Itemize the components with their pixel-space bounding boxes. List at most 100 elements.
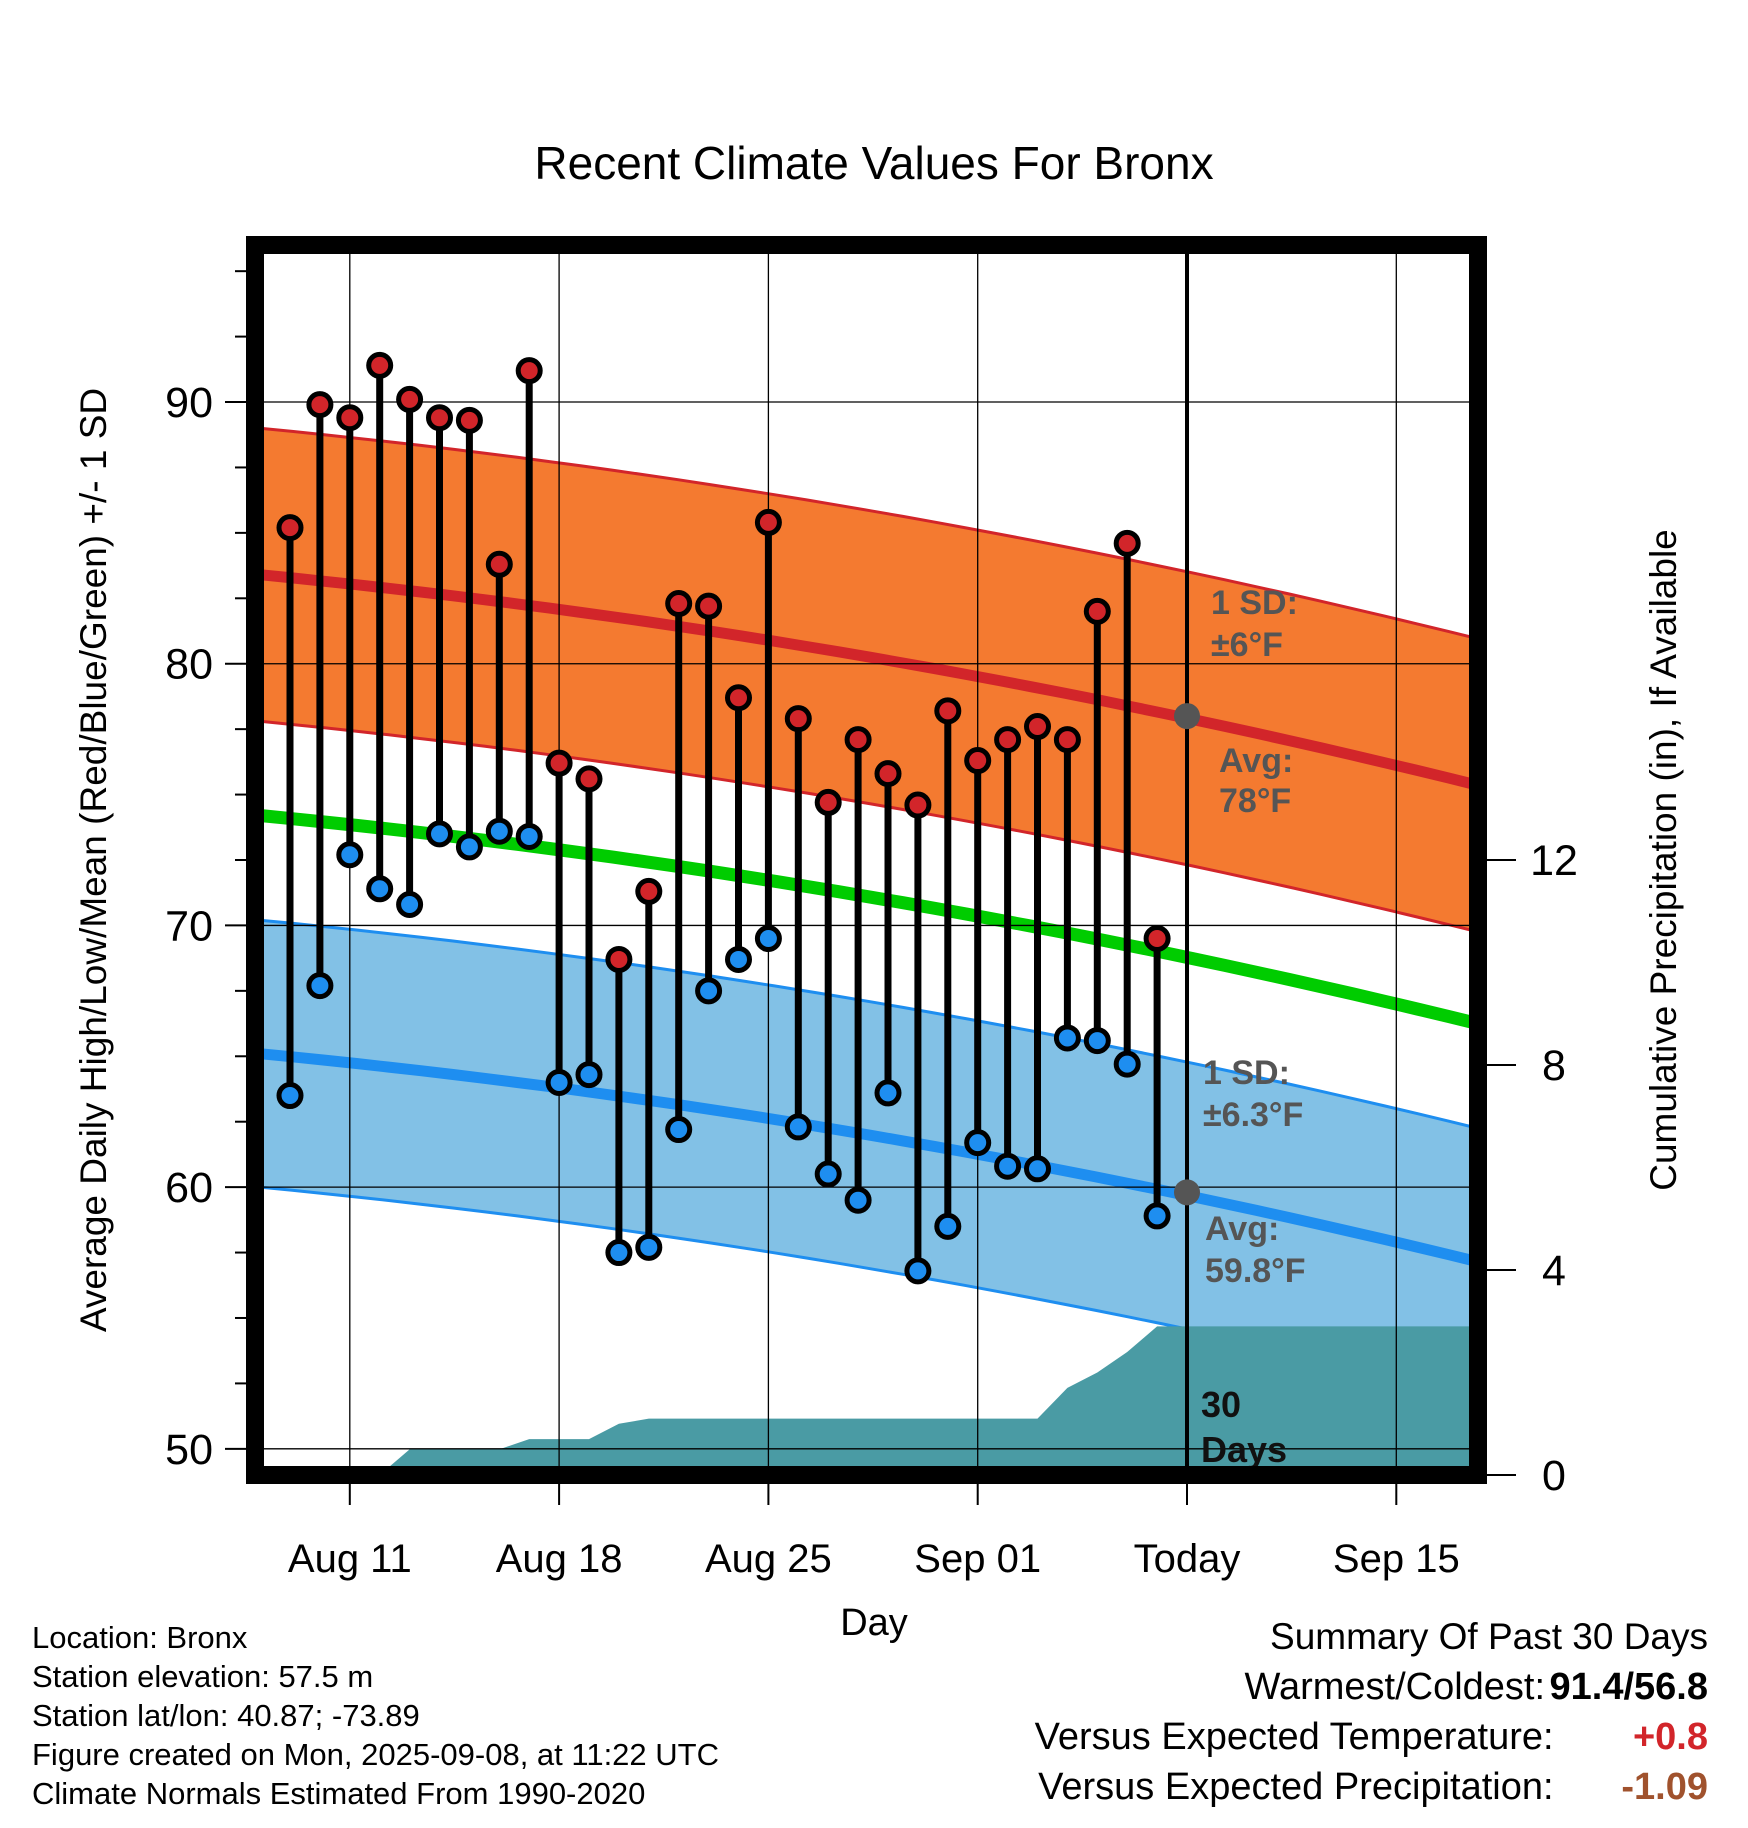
low-sd-label: 1 SD:	[1203, 1054, 1290, 1092]
daily-low-point	[426, 820, 453, 848]
daily-low-point	[366, 875, 394, 903]
daily-high-point	[1053, 726, 1081, 754]
y2-axis-label: Cumulative Precipitation (in), If Availa…	[1643, 529, 1684, 1191]
y-tick-label: 70	[165, 902, 213, 950]
latlon-text: Station lat/lon: 40.87; -73.89	[32, 1698, 420, 1733]
period-label-unit: Days	[1201, 1429, 1287, 1470]
daily-low-point	[754, 925, 782, 953]
daily-low-point	[635, 1233, 663, 1261]
cumulative-precip-area	[379, 1326, 1478, 1475]
daily-high-point	[485, 550, 513, 578]
daily-high-point	[306, 391, 334, 419]
daily-high-point	[874, 760, 902, 788]
daily-high-point	[695, 592, 723, 620]
low-avg-value: 59.8°F	[1205, 1252, 1306, 1290]
y2-tick-label: 4	[1542, 1247, 1566, 1295]
high-sd-label: 1 SD:	[1211, 584, 1298, 622]
daily-low-point	[904, 1257, 932, 1285]
daily-low-point	[306, 972, 334, 1000]
daily-high-point	[426, 404, 453, 432]
daily-low-point	[605, 1239, 633, 1267]
daily-high-point	[665, 590, 693, 618]
plot-frame	[246, 236, 1487, 1484]
daily-high-point	[1143, 925, 1171, 953]
temp-anomaly-label: Versus Expected Temperature:	[1034, 1716, 1554, 1758]
daily-high-point	[545, 749, 573, 777]
elevation-text: Station elevation: 57.5 m	[32, 1659, 374, 1694]
station-info: Location: Bronx Station elevation: 57.5 …	[32, 1618, 719, 1813]
daily-high-point	[515, 357, 543, 385]
x-tick-label: Aug 25	[705, 1537, 832, 1581]
normal-high-sd-band-upper-edge	[259, 426, 1478, 641]
normal-low-sd-band	[260, 920, 1478, 1396]
today-normal-high-marker	[1174, 703, 1200, 730]
normal-high-sd-band-lower-edge	[259, 719, 1478, 934]
daily-high-point	[605, 945, 633, 973]
daily-low-point	[844, 1186, 872, 1214]
location-text: Location: Bronx	[32, 1620, 248, 1655]
warm-cold-value: 91.4/56.8	[1549, 1666, 1708, 1708]
daily-high-point	[455, 406, 483, 434]
daily-low-point	[784, 1113, 812, 1141]
period-label-count: 30	[1201, 1384, 1241, 1425]
daily-low-point	[1083, 1027, 1111, 1055]
y-tick-label: 90	[165, 379, 213, 427]
y-tick-label: 50	[165, 1426, 213, 1474]
precip-anomaly-value: -1.09	[1621, 1766, 1708, 1808]
today-normal-low-marker	[1174, 1179, 1200, 1206]
daily-low-point	[934, 1212, 962, 1240]
chart-title: Recent Climate Values For Bronx	[534, 137, 1213, 189]
daily-high-point	[1024, 713, 1051, 741]
normal-low-line	[259, 1048, 1478, 1268]
created-text: Figure created on Mon, 2025-09-08, at 11…	[32, 1737, 719, 1772]
daily-low-point	[515, 822, 543, 850]
daily-low-point	[276, 1082, 304, 1110]
daily-low-point	[396, 890, 424, 918]
normal-high-line	[259, 569, 1478, 791]
high-avg-label: Avg:	[1219, 742, 1293, 780]
x-tick-label: Sep 15	[1333, 1537, 1460, 1581]
summary-panel: Summary Of Past 30 Days Warmest/Coldest:…	[1035, 1612, 1708, 1812]
daily-high-point	[964, 747, 992, 775]
daily-low-point	[455, 833, 483, 861]
y-tick-label: 80	[165, 641, 213, 689]
daily-high-point	[725, 684, 752, 712]
daily-high-point	[575, 765, 603, 793]
daily-high-point	[396, 385, 424, 413]
daily-high-point	[1113, 529, 1141, 557]
daily-high-point	[844, 726, 872, 754]
summary-title: Summary Of Past 30 Days	[1270, 1616, 1708, 1657]
high-sd-value: ±6°F	[1211, 626, 1283, 664]
x-tick-label: Today	[1134, 1537, 1241, 1581]
y-tick-label: 60	[165, 1164, 213, 1212]
daily-high-point	[784, 705, 812, 733]
daily-low-point	[575, 1061, 603, 1089]
daily-low-point	[485, 817, 513, 845]
daily-high-point	[1083, 597, 1111, 625]
x-axis-label: Day	[840, 1602, 908, 1644]
y2-tick-label: 8	[1542, 1042, 1566, 1090]
x-tick-label: Aug 18	[496, 1537, 623, 1581]
daily-low-point	[545, 1068, 573, 1096]
daily-low-point	[336, 841, 364, 869]
x-tick-label: Aug 11	[288, 1537, 412, 1581]
precip-anomaly-label: Versus Expected Precipitation:	[1038, 1766, 1554, 1808]
daily-high-point	[366, 351, 394, 379]
daily-low-point	[1143, 1202, 1171, 1230]
y2-tick-label: 12	[1530, 837, 1578, 885]
daily-low-point	[725, 945, 752, 973]
y2-tick-label: 0	[1542, 1452, 1566, 1500]
daily-low-point	[695, 977, 723, 1005]
x-tick-label: Sep 01	[914, 1537, 1041, 1581]
daily-high-point	[276, 514, 304, 542]
normals-text: Climate Normals Estimated From 1990-2020	[32, 1776, 646, 1811]
daily-high-point	[635, 877, 663, 905]
daily-high-point	[754, 508, 782, 536]
low-sd-value: ±6.3°F	[1203, 1096, 1303, 1134]
normal-low-sd-band-upper-edge	[259, 918, 1478, 1130]
warm-cold-label: Warmest/Coldest:	[1244, 1666, 1546, 1708]
daily-high-point	[336, 404, 364, 432]
daily-low-point	[964, 1129, 992, 1157]
